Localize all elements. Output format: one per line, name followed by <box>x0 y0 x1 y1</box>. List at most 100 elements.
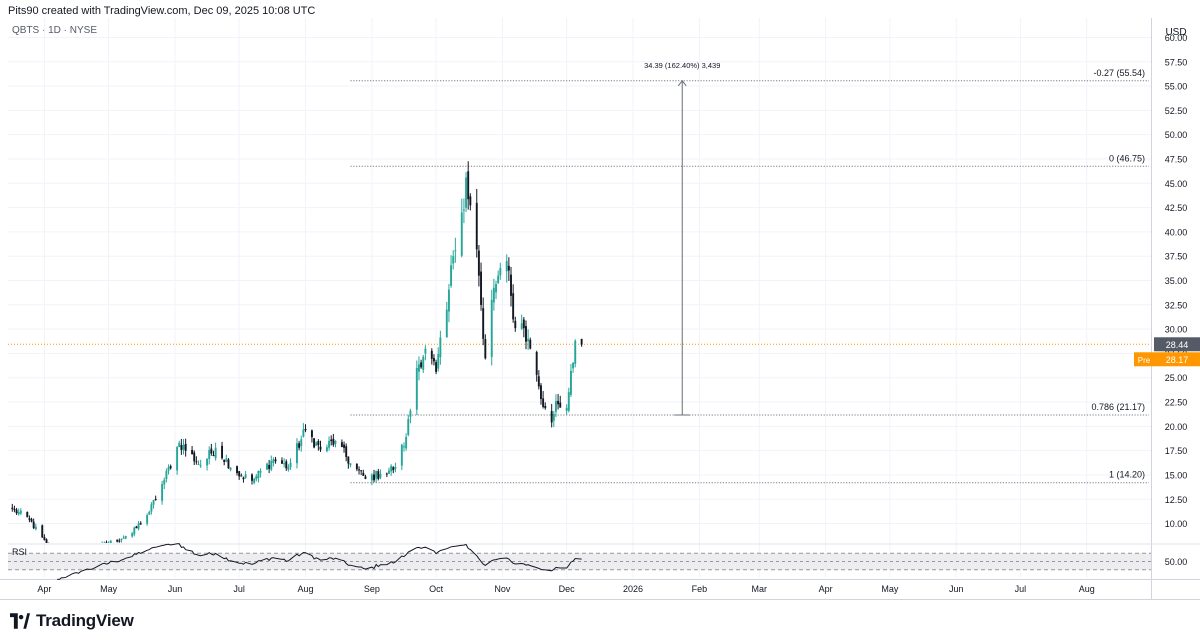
candle-body <box>460 212 463 256</box>
candle-body <box>340 442 343 448</box>
candle-body <box>349 463 352 466</box>
candle-body <box>392 467 395 471</box>
price-tick-label: 37.50 <box>1165 252 1188 262</box>
candle-body <box>176 447 179 471</box>
candle-body <box>208 450 211 459</box>
time-tick-label: Aug <box>1079 584 1095 594</box>
candle-body <box>567 392 570 411</box>
candle-body <box>454 250 457 252</box>
symbol-legend[interactable]: QBTS · 1D · NYSE <box>12 25 98 36</box>
candle-body <box>161 484 164 501</box>
candle-body <box>358 469 360 471</box>
candle-body <box>550 411 553 423</box>
time-tick-label: Feb <box>692 584 708 594</box>
candle-body <box>195 461 198 463</box>
candle-body <box>377 471 380 479</box>
candle-body <box>574 340 577 364</box>
price-tick-label: 22.50 <box>1165 398 1188 408</box>
candle-body <box>435 362 438 372</box>
price-tick-label: 42.50 <box>1165 203 1188 213</box>
candle-body <box>424 348 427 354</box>
time-tick-label: Apr <box>819 584 833 594</box>
candle-body <box>268 464 271 469</box>
fib-level-label: -0.27 (55.54) <box>1093 68 1145 78</box>
candle-body <box>462 209 465 211</box>
premarket-price-label: 28.17 <box>1166 355 1189 365</box>
premarket-tag-badge <box>1134 352 1154 367</box>
candle-body <box>409 410 412 417</box>
candle-body <box>180 444 183 451</box>
candle-body <box>557 400 560 405</box>
candle-body <box>48 544 50 549</box>
candle-body <box>41 525 44 538</box>
price-tick-label: 45.00 <box>1165 179 1188 189</box>
candle-body <box>490 299 493 357</box>
candle-body <box>313 438 316 448</box>
candle-body <box>101 544 103 550</box>
premarket-price-badge <box>1154 352 1200 367</box>
candle-body <box>345 446 348 457</box>
candle-body <box>520 323 523 329</box>
candle-body <box>11 507 14 509</box>
candle-body <box>116 539 119 542</box>
currency-button[interactable]: USD <box>1165 27 1187 38</box>
candle-body <box>169 466 172 469</box>
time-tick-label: Jun <box>168 584 183 594</box>
candle-body <box>109 540 112 543</box>
candle-body <box>199 465 202 467</box>
candle-body <box>437 354 440 369</box>
candle-body <box>315 442 318 446</box>
candle-body <box>139 523 142 525</box>
candle-body <box>400 444 403 466</box>
candle-body <box>527 338 530 342</box>
price-tick-label: 57.50 <box>1165 57 1188 67</box>
candle-body <box>302 429 305 437</box>
candle-body <box>362 472 365 476</box>
candle-body <box>347 456 350 464</box>
candle-body <box>319 446 322 450</box>
candle-body <box>422 356 425 370</box>
fib-level-label: 0 (46.75) <box>1109 153 1145 163</box>
candle-body <box>272 459 275 463</box>
premarket-tag-label: Pre <box>1138 356 1151 365</box>
candle-body <box>150 504 153 512</box>
candle-body <box>535 352 538 375</box>
price-tick-label: 30.00 <box>1165 325 1188 335</box>
candle-body <box>373 474 375 481</box>
candle-body <box>559 402 562 408</box>
tradingview-wordmark: TradingView <box>36 611 134 630</box>
candle-body <box>507 265 510 271</box>
time-tick-label: Aug <box>298 584 314 594</box>
time-tick-label: Apr <box>37 584 51 594</box>
candle-body <box>259 471 262 473</box>
candle-body <box>289 462 292 468</box>
candle-body <box>497 275 500 283</box>
tradingview-logo[interactable]: TradingView <box>10 611 134 631</box>
candle-body <box>544 406 547 409</box>
candle-body <box>240 475 243 477</box>
time-tick-label: Jul <box>1015 584 1027 594</box>
candle-body <box>122 537 125 539</box>
candle-body <box>210 448 213 454</box>
time-tick-label: 2026 <box>623 584 643 594</box>
candle-body <box>388 470 390 474</box>
price-tick-label: 10.00 <box>1165 519 1188 529</box>
candle-body <box>163 479 166 485</box>
candle-body <box>505 261 508 272</box>
candle-body <box>390 465 393 472</box>
candle-body <box>244 474 247 478</box>
candle-body <box>30 519 33 522</box>
candle-body <box>525 326 527 342</box>
price-tick-label: 12.50 <box>1165 495 1188 505</box>
rsi-pane-label: RSI <box>12 547 27 557</box>
candle-body <box>193 452 196 462</box>
candle-body <box>146 515 149 524</box>
candle-body <box>469 196 472 206</box>
price-tick-label: 17.50 <box>1165 446 1188 456</box>
candle-body <box>415 368 418 410</box>
candle-body <box>370 474 373 481</box>
candle-body <box>495 284 497 293</box>
time-tick-label: Jun <box>949 584 964 594</box>
candle-body <box>225 458 228 462</box>
